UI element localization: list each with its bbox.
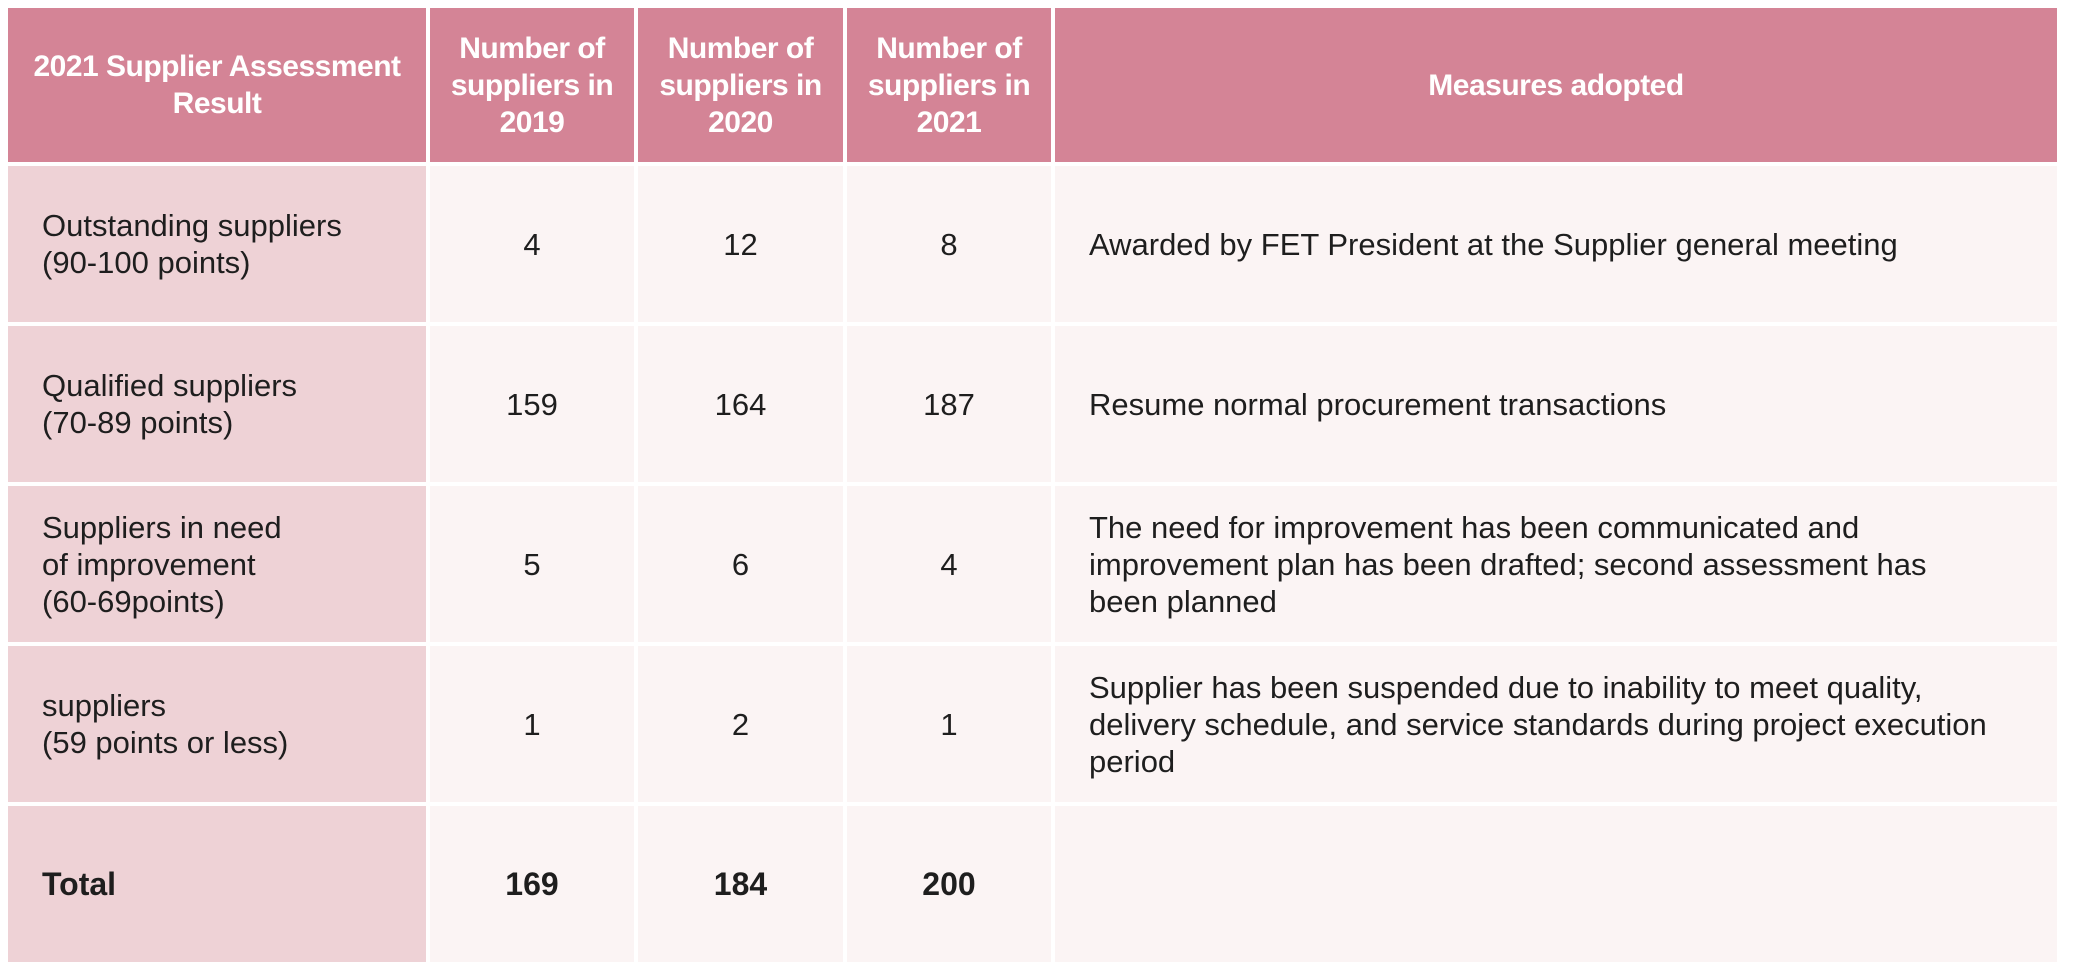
row-label: suppliers (59 points or less)	[8, 646, 426, 802]
count-2021: 187	[847, 326, 1051, 482]
supplier-assessment-table: 2021 Supplier Assessment Result Number o…	[4, 4, 2061, 966]
header-measures-adopted: Measures adopted	[1055, 8, 2057, 162]
table-row: Outstanding suppliers (90-100 points) 4 …	[8, 166, 2057, 322]
total-measure	[1055, 806, 2057, 962]
table-row: Qualified suppliers (70-89 points) 159 1…	[8, 326, 2057, 482]
count-2020: 164	[638, 326, 843, 482]
total-label: Total	[8, 806, 426, 962]
count-2021: 4	[847, 486, 1051, 642]
measure-text: Resume normal procurement transactions	[1055, 326, 2057, 482]
count-2021: 1	[847, 646, 1051, 802]
header-suppliers-2021: Number of suppliers in 2021	[847, 8, 1051, 162]
table-row: suppliers (59 points or less) 1 2 1 Supp…	[8, 646, 2057, 802]
count-2020: 2	[638, 646, 843, 802]
header-assessment-result: 2021 Supplier Assessment Result	[8, 8, 426, 162]
total-2019: 169	[430, 806, 634, 962]
measure-text: Supplier has been suspended due to inabi…	[1055, 646, 2057, 802]
count-2021: 8	[847, 166, 1051, 322]
row-label: Qualified suppliers (70-89 points)	[8, 326, 426, 482]
header-suppliers-2020: Number of suppliers in 2020	[638, 8, 843, 162]
count-2019: 4	[430, 166, 634, 322]
total-2020: 184	[638, 806, 843, 962]
count-2019: 1	[430, 646, 634, 802]
count-2019: 159	[430, 326, 634, 482]
supplier-assessment-table-container: 2021 Supplier Assessment Result Number o…	[8, 8, 2065, 966]
total-2021: 200	[847, 806, 1051, 962]
header-row: 2021 Supplier Assessment Result Number o…	[8, 8, 2057, 162]
row-label: Suppliers in need of improvement (60-69p…	[8, 486, 426, 642]
table-row: Suppliers in need of improvement (60-69p…	[8, 486, 2057, 642]
row-label: Outstanding suppliers (90-100 points)	[8, 166, 426, 322]
count-2020: 12	[638, 166, 843, 322]
measure-text: The need for improvement has been commun…	[1055, 486, 2057, 642]
count-2020: 6	[638, 486, 843, 642]
count-2019: 5	[430, 486, 634, 642]
measure-text: Awarded by FET President at the Supplier…	[1055, 166, 2057, 322]
header-suppliers-2019: Number of suppliers in 2019	[430, 8, 634, 162]
total-row: Total 169 184 200	[8, 806, 2057, 962]
